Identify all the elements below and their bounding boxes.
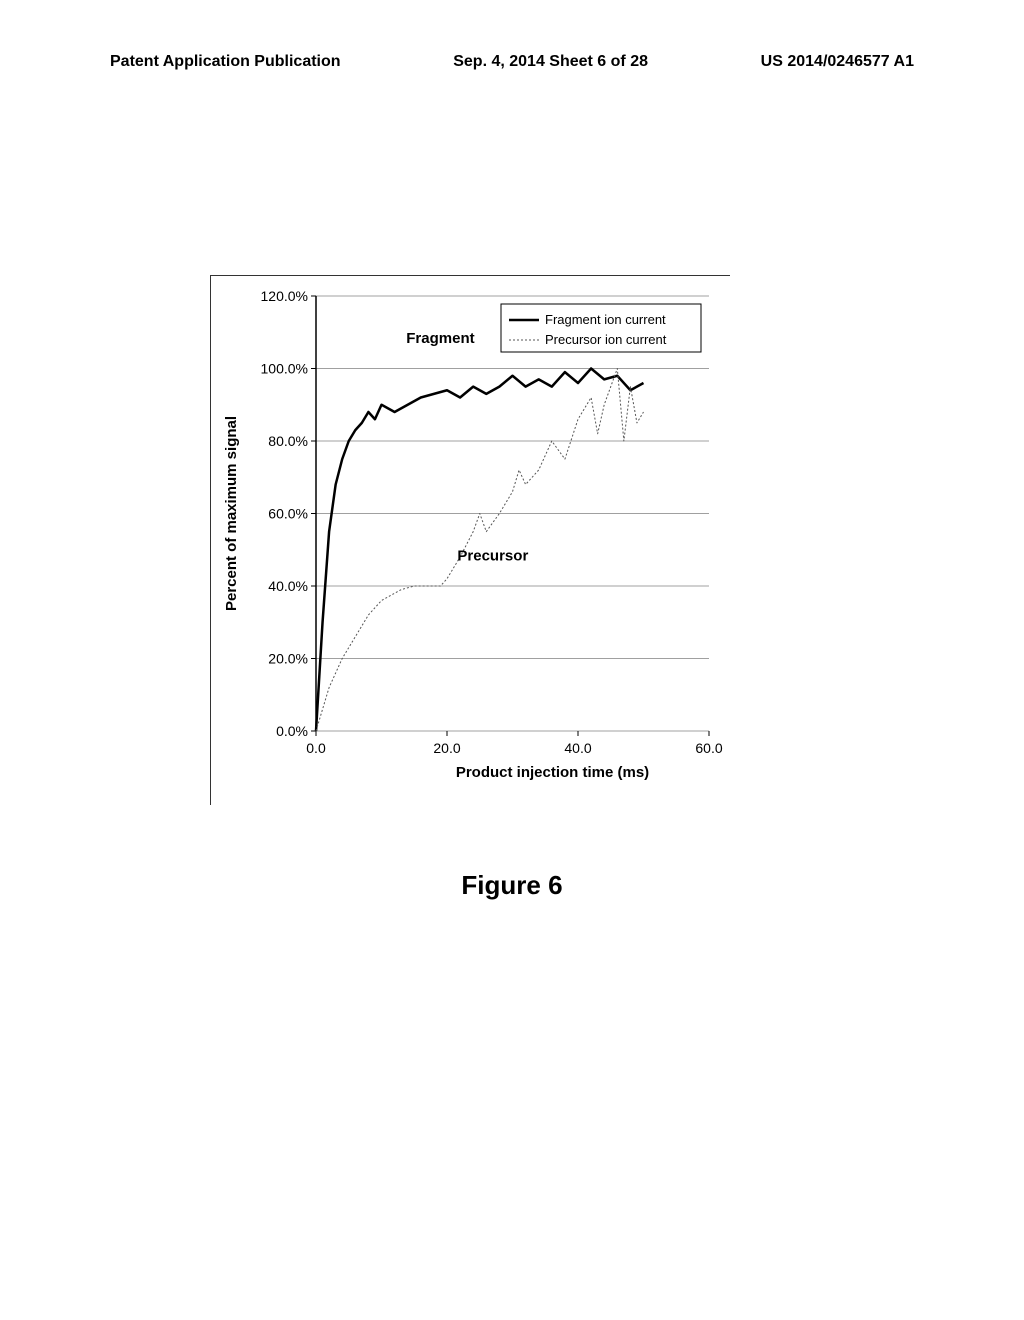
svg-text:Product injection time (ms): Product injection time (ms) — [456, 764, 649, 781]
svg-text:Fragment ion current: Fragment ion current — [545, 312, 666, 327]
svg-text:Percent of maximum signal: Percent of maximum signal — [223, 416, 240, 611]
svg-text:Fragment: Fragment — [406, 330, 474, 347]
svg-text:100.0%: 100.0% — [261, 361, 308, 377]
svg-text:40.0%: 40.0% — [268, 578, 308, 594]
svg-text:40.0: 40.0 — [564, 740, 591, 756]
svg-text:60.0: 60.0 — [695, 740, 722, 756]
figure-caption: Figure 6 — [0, 870, 1024, 901]
svg-text:120.0%: 120.0% — [261, 288, 308, 304]
svg-text:Precursor ion current: Precursor ion current — [545, 332, 667, 347]
svg-text:20.0%: 20.0% — [268, 651, 308, 667]
header-left: Patent Application Publication — [110, 53, 341, 71]
svg-text:0.0: 0.0 — [306, 740, 326, 756]
line-chart: 0.0% 20.0% 40.0% 60.0% 80.0% 100.0% 120.0% 0.0 2… — [211, 276, 731, 806]
svg-text:Precursor: Precursor — [457, 548, 528, 565]
header-right: US 2014/0246577 A1 — [761, 53, 914, 71]
svg-text:0.0%: 0.0% — [276, 723, 308, 739]
header-center: Sep. 4, 2014 Sheet 6 of 28 — [453, 53, 648, 71]
svg-text:80.0%: 80.0% — [268, 433, 308, 449]
patent-page-header: Patent Application Publication Sep. 4, 2… — [110, 53, 914, 71]
svg-text:60.0%: 60.0% — [268, 506, 308, 522]
svg-text:20.0: 20.0 — [433, 740, 460, 756]
chart-frame: 0.0% 20.0% 40.0% 60.0% 80.0% 100.0% 120.0% 0.0 2… — [210, 275, 730, 805]
